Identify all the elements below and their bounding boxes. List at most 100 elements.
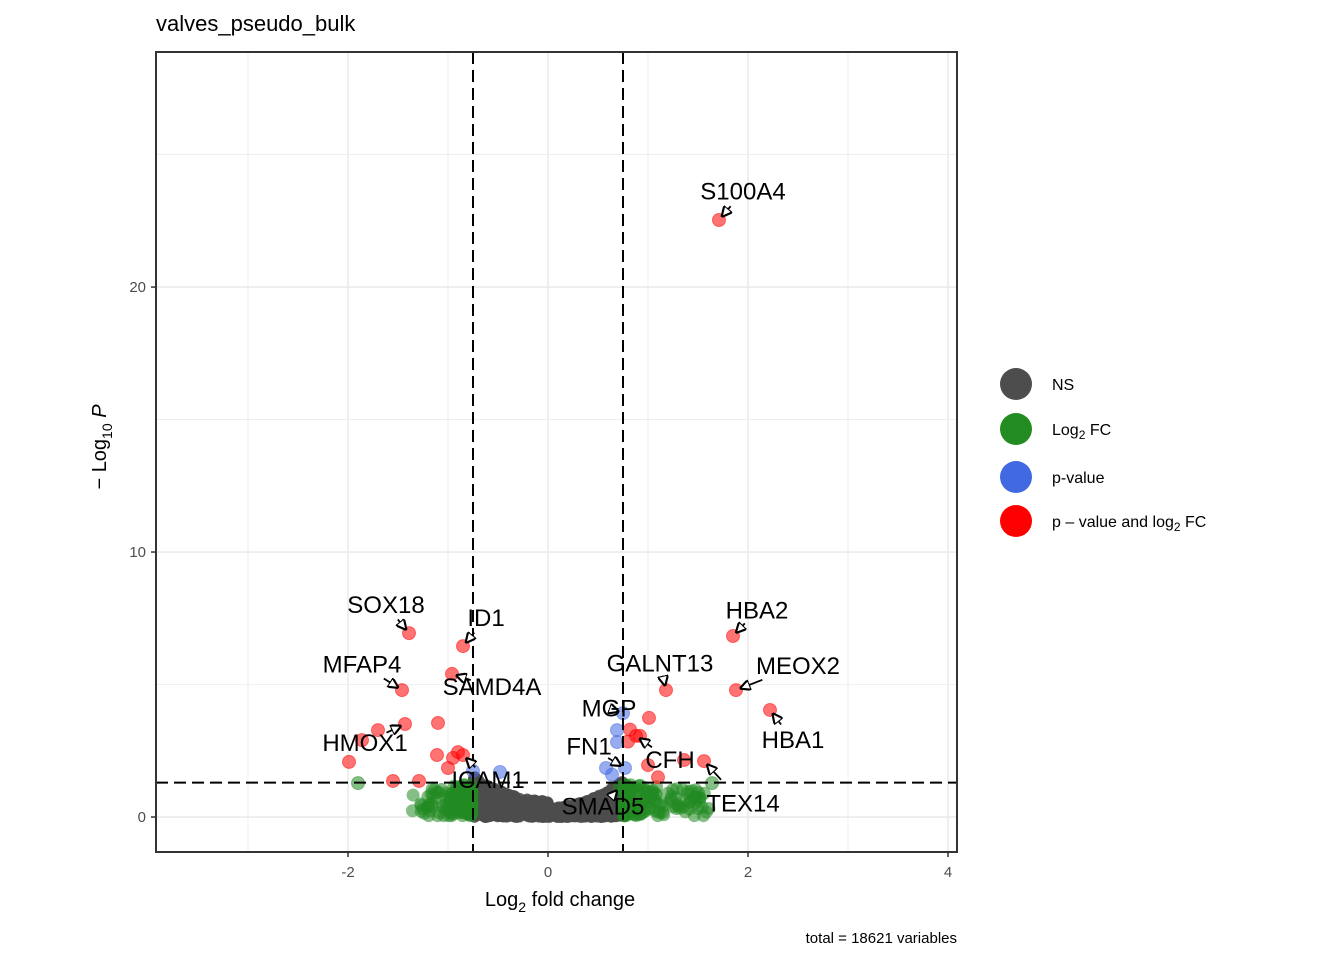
label-connector xyxy=(736,623,744,632)
gene-label: MEOX2 xyxy=(756,653,840,680)
ns-point xyxy=(533,797,546,810)
legend: NS Log2 FC p-value p – value and log2 FC xyxy=(1000,368,1206,537)
legend-item: p-value xyxy=(1000,461,1105,493)
x-tick-label: 4 xyxy=(944,864,952,881)
gene-label: CFH xyxy=(645,747,694,774)
label-connector xyxy=(398,619,406,629)
point-cloud xyxy=(405,771,716,824)
gene-label: ICAM1 xyxy=(451,767,524,794)
data-point xyxy=(605,767,619,782)
ns-point xyxy=(545,805,558,818)
data-point xyxy=(493,764,507,779)
legend-label: p-value xyxy=(1052,470,1105,487)
cutoff-lines xyxy=(156,52,957,852)
label-connector xyxy=(741,678,763,688)
legend-item: Log2 FC xyxy=(1000,413,1111,445)
labeled-data-point xyxy=(618,760,632,775)
fc-point xyxy=(653,805,667,819)
data-point xyxy=(355,733,369,748)
label-connector xyxy=(467,759,476,768)
fc-point xyxy=(406,788,420,802)
gene-label: SAMD4A xyxy=(443,674,542,701)
legend-key-fc-p xyxy=(1000,505,1032,537)
ns-point xyxy=(510,810,523,823)
fc-point xyxy=(417,806,431,820)
x-tick-label: -2 xyxy=(341,864,354,881)
fc-point xyxy=(645,785,659,799)
fc-point xyxy=(693,791,707,805)
x-tick-label: 0 xyxy=(544,864,552,881)
fc-point xyxy=(618,809,632,823)
data-point xyxy=(641,758,655,773)
legend-key-fc xyxy=(1000,413,1032,445)
fc-point xyxy=(456,809,470,823)
ns-point xyxy=(500,797,513,810)
data-point xyxy=(651,770,665,785)
x-tick-label: 2 xyxy=(744,864,752,881)
label-connector xyxy=(640,739,653,747)
ns-point xyxy=(527,808,540,821)
fc-point xyxy=(424,796,438,810)
x-axis: -2 0 2 4 xyxy=(341,852,952,881)
ns-point xyxy=(563,800,576,813)
y-tick-label: 10 xyxy=(129,544,146,561)
data-point xyxy=(430,748,444,763)
gene-label: HBA1 xyxy=(762,727,825,754)
data-point xyxy=(371,723,385,738)
gene-label: SMAD5 xyxy=(562,793,645,820)
label-connectors xyxy=(383,206,781,798)
y-tick-label: 20 xyxy=(129,279,146,296)
fc-point xyxy=(435,782,449,796)
gene-label: MGP xyxy=(582,695,637,722)
ns-point xyxy=(484,800,497,813)
ns-point xyxy=(524,797,537,810)
gene-label: MFAP4 xyxy=(323,652,402,679)
labeled-data-point xyxy=(729,683,743,698)
data-point xyxy=(342,754,356,769)
data-point xyxy=(610,723,624,738)
y-axis-title: − Log10 P xyxy=(89,404,115,490)
legend-label: Log2 FC xyxy=(1052,422,1111,442)
plot-panel xyxy=(156,52,957,852)
gene-label: S100A4 xyxy=(700,179,785,206)
label-connector xyxy=(722,206,730,216)
ns-point xyxy=(500,788,513,801)
fc-point xyxy=(465,785,479,799)
x-axis-title: Log2 fold change xyxy=(485,889,635,915)
gene-label: TEX14 xyxy=(706,791,779,818)
caption: total = 18621 variables xyxy=(806,930,957,947)
labeled-data-point xyxy=(395,683,409,698)
legend-key-ns xyxy=(1000,368,1032,400)
label-connector xyxy=(383,678,398,687)
label-connector xyxy=(707,765,722,781)
label-connector xyxy=(607,758,621,765)
gene-label: HMOX1 xyxy=(322,730,407,757)
labeled-data-point xyxy=(398,717,412,732)
labeled-data-point xyxy=(629,728,643,743)
fc-point xyxy=(691,802,705,816)
label-connector xyxy=(457,675,472,680)
data-point xyxy=(642,710,656,725)
legend-item: p – value and log2 FC xyxy=(1000,505,1206,537)
fc-point xyxy=(702,801,716,815)
legend-item: NS xyxy=(1000,368,1074,400)
gene-label: GALNT13 xyxy=(607,650,714,677)
panel-border xyxy=(155,51,958,853)
data-point xyxy=(412,773,426,788)
y-axis: 0 10 20 xyxy=(129,279,156,826)
fc-point xyxy=(460,797,474,811)
label-connector xyxy=(611,791,617,798)
ns-point xyxy=(577,809,590,822)
gene-label: HBA2 xyxy=(726,597,789,624)
label-connector xyxy=(466,632,474,642)
data-point xyxy=(441,760,455,775)
data-point xyxy=(431,715,445,730)
labeled-data-point xyxy=(659,683,673,698)
data-point xyxy=(677,753,691,768)
ns-point xyxy=(589,806,602,819)
legend-label: NS xyxy=(1052,377,1074,394)
label-connector xyxy=(613,710,618,712)
legend-key-p xyxy=(1000,461,1032,493)
data-point xyxy=(386,773,400,788)
